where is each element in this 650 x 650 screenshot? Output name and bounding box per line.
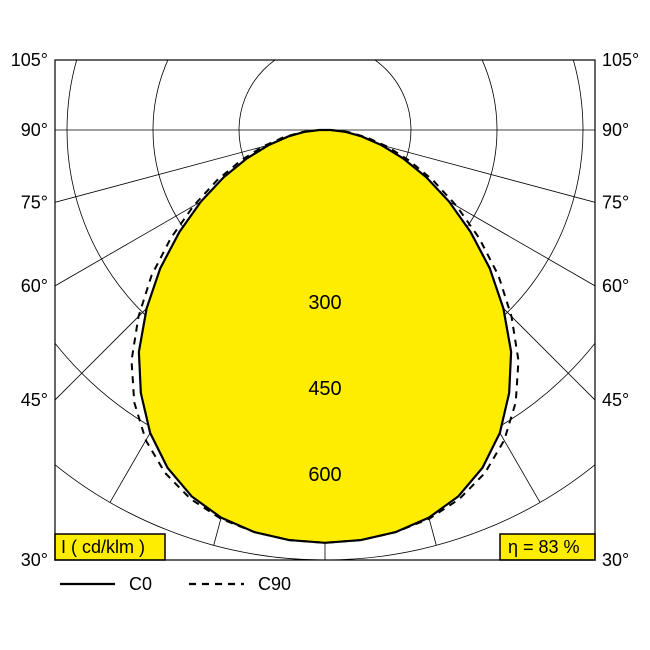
- angle-label-left: 90°: [21, 120, 48, 140]
- polar-intensity-chart: 300 450 600 105° 90° 75° 60° 45° 30° 105° 90° 75° 60…: [0, 0, 650, 650]
- radial-tick-label: 300: [308, 292, 341, 314]
- angle-label-right: 90°: [602, 120, 629, 140]
- legend-label: C90: [258, 574, 291, 594]
- angle-label-left: 45°: [21, 390, 48, 410]
- legend-label: C0: [129, 574, 152, 594]
- angle-label-right: 75°: [602, 192, 629, 212]
- angle-label-left: 30°: [21, 550, 48, 570]
- angle-label-right: 45°: [602, 390, 629, 410]
- units-label: I ( cd/klm ): [61, 537, 145, 557]
- angle-label-right: 105°: [602, 50, 639, 70]
- efficiency-label: η = 83 %: [508, 537, 580, 557]
- radial-tick-label: 450: [308, 378, 341, 400]
- angle-label-left: 75°: [21, 192, 48, 212]
- angle-label-right: 60°: [602, 276, 629, 296]
- angle-label-left: 60°: [21, 276, 48, 296]
- angle-label-left: 105°: [11, 50, 48, 70]
- radial-tick-label: 600: [308, 464, 341, 486]
- angle-label-right: 30°: [602, 550, 629, 570]
